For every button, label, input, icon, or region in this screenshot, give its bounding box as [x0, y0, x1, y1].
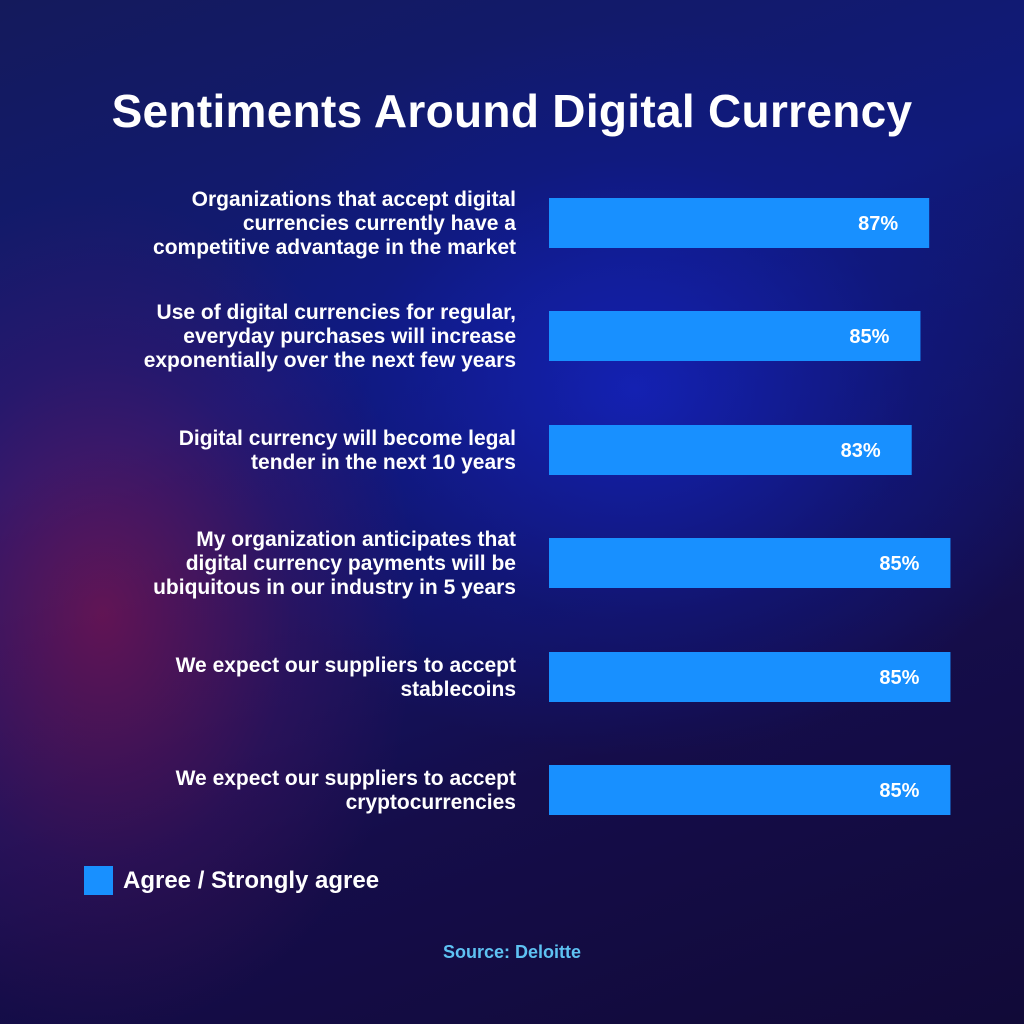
- category-label-line: currencies currently have a: [243, 212, 516, 235]
- bar: [549, 538, 951, 588]
- legend-swatch: [84, 866, 113, 895]
- bar: [549, 198, 930, 248]
- data-label: 87%: [858, 213, 898, 235]
- bar: [549, 652, 951, 702]
- category-label-line: Use of digital currencies for regular,: [157, 301, 516, 324]
- legend-label: Agree / Strongly agree: [123, 866, 380, 894]
- category-label: Digital currency will become legal tender…: [179, 427, 516, 474]
- category-label-line: We expect our suppliers to accept: [176, 767, 516, 790]
- category-label-line: cryptocurrencies: [346, 791, 516, 814]
- source-note: Source: Deloitte: [442, 942, 582, 962]
- data-label: 85%: [849, 326, 889, 348]
- category-label-line: competitive advantage in the market: [153, 236, 516, 259]
- data-label: 85%: [879, 780, 919, 802]
- category-label-line: Organizations that accept digital: [192, 188, 516, 211]
- category-label: My organization anticipates that digital …: [153, 528, 516, 599]
- category-label: We expect our suppliers to accept cryptoc…: [176, 767, 516, 814]
- category-label-line: digital currency payments will be: [186, 552, 516, 575]
- data-label: 85%: [879, 553, 919, 575]
- category-label-line: My organization anticipates that: [196, 528, 516, 551]
- bar: [549, 311, 921, 361]
- category-label-line: everyday purchases will increase: [183, 325, 516, 348]
- bar: [549, 425, 912, 475]
- legend: Agree / Strongly agree: [84, 866, 379, 895]
- category-label: Use of digital currencies for regular, ev…: [144, 301, 516, 372]
- category-label-line: tender in the next 10 years: [251, 451, 516, 474]
- bar: [549, 765, 951, 815]
- chart-title: Sentiments Around Digital Currency: [111, 85, 913, 137]
- category-label-line: exponentially over the next few years: [144, 349, 516, 372]
- category-label-line: ubiquitous in our industry in 5 years: [153, 576, 516, 599]
- category-label: We expect our suppliers to accept stablec…: [176, 654, 516, 701]
- category-label-line: Digital currency will become legal: [179, 427, 516, 450]
- category-label-line: We expect our suppliers to accept: [176, 654, 516, 677]
- data-label: 83%: [841, 440, 881, 462]
- data-label: 85%: [879, 667, 919, 689]
- category-label: Organizations that accept digital currenc…: [153, 188, 516, 259]
- category-label-line: stablecoins: [400, 678, 516, 701]
